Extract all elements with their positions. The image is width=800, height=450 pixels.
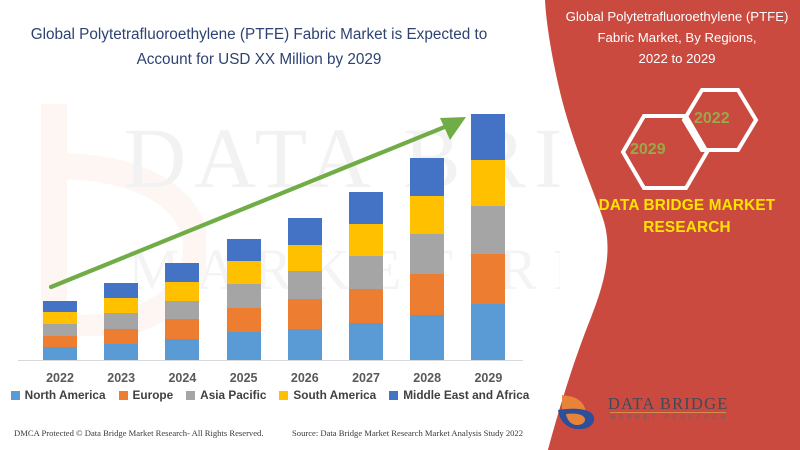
chart-bar-segment xyxy=(43,323,77,336)
chart-bar-segment xyxy=(165,281,200,301)
chart-legend: North America Europe Asia Pacific South Ame… xyxy=(0,388,540,402)
chart-bar-segment xyxy=(471,206,506,254)
chart-x-label: 2022 xyxy=(46,371,74,385)
legend-label: Asia Pacific xyxy=(200,388,267,402)
chart-bar xyxy=(471,114,506,360)
dbmr-logo-icon xyxy=(558,395,595,430)
trend-arrow-icon xyxy=(48,117,466,290)
footer-copyright: DMCA Protected © Data Bridge Market Rese… xyxy=(14,428,264,438)
dbmr-logo-subtext: MARKET RESEARCH xyxy=(610,414,729,421)
chart-bar xyxy=(410,158,445,360)
chart-bar-segment xyxy=(349,192,383,224)
legend-label: North America xyxy=(24,388,106,402)
chart-bar-segment xyxy=(410,195,445,235)
chart-bar-segment xyxy=(104,283,139,299)
page-title-line-1: Global Polytetrafluoroethylene (PTFE) Fa… xyxy=(30,26,488,43)
chart-bar-segment xyxy=(287,244,322,272)
chart-bar-segment xyxy=(410,314,445,360)
chart-x-label: 2027 xyxy=(352,371,380,385)
chart-bar-segment xyxy=(349,256,383,289)
chart-bar-segment xyxy=(471,159,506,207)
hexagon-badges: 2029 2022 xyxy=(596,86,800,196)
chart-x-label: 2025 xyxy=(229,371,258,385)
stacked-bar-chart: 2022 2023 2024 2025 2026 2027 2028 2029 xyxy=(0,95,540,385)
legend-swatch-icon xyxy=(186,390,196,400)
chart-bar-segment xyxy=(471,253,506,305)
chart-bar-segment xyxy=(104,313,139,329)
page-title-line-2: Account for USD XX Million by 2029 xyxy=(136,51,382,68)
legend-swatch-icon xyxy=(279,390,289,400)
chart-x-label: 2024 xyxy=(168,371,197,385)
chart-bar-segment xyxy=(349,322,383,360)
dbmr-logo-divider xyxy=(610,412,726,413)
dbmr-logo: DATA BRIDGE MARKET RESEARCH xyxy=(556,392,736,436)
footer-source: Source: Data Bridge Market Research Mark… xyxy=(292,428,524,438)
chart-bar-segment xyxy=(165,300,200,320)
chart-bar xyxy=(287,217,322,360)
right-panel-title-line-3: 2022 to 2029 xyxy=(638,51,716,66)
legend-item[interactable]: North America xyxy=(10,388,106,402)
chart-bar-segment xyxy=(287,217,322,245)
legend-swatch-icon xyxy=(389,390,399,400)
chart-bar-segment xyxy=(410,234,445,274)
brand-name: DATA BRIDGE MARKET RESEARCH xyxy=(578,195,796,239)
footer: DMCA Protected © Data Bridge Market Rese… xyxy=(0,428,560,448)
chart-bar xyxy=(165,263,200,360)
chart-bar-segment xyxy=(287,271,322,300)
chart-bar-segment xyxy=(471,304,506,360)
legend-item[interactable]: Middle East and Africa xyxy=(389,388,529,402)
hexagon-2022-shape xyxy=(681,88,759,152)
legend-item[interactable]: South America xyxy=(279,388,376,402)
page-title: Global Polytetrafluoroethylene (PTFE) Fa… xyxy=(14,22,504,72)
hexagon-2022-label: 2022 xyxy=(694,110,730,127)
legend-label: South America xyxy=(293,388,377,402)
chart-x-label: 2028 xyxy=(413,371,442,385)
chart-bar-segment xyxy=(104,298,139,314)
brand-name-line-2: RESEARCH xyxy=(643,219,731,236)
legend-swatch-icon xyxy=(118,390,128,400)
legend-item[interactable]: Asia Pacific xyxy=(186,388,266,402)
chart-x-label: 2023 xyxy=(107,371,136,385)
chart-bar xyxy=(226,238,261,360)
hexagon-2029-label: 2029 xyxy=(630,141,666,158)
chart-bar-segment xyxy=(410,273,445,315)
legend-swatch-icon xyxy=(10,390,20,400)
chart-bar xyxy=(43,300,77,360)
chart-x-label: 2029 xyxy=(474,371,503,385)
chart-bar-segment xyxy=(226,238,261,261)
chart-bar-segment xyxy=(349,288,383,323)
chart-bar-segment xyxy=(287,299,322,329)
brand-name-line-1: DATA BRIDGE MARKET xyxy=(598,197,776,214)
chart-baseline xyxy=(18,360,523,361)
legend-label: Europe xyxy=(132,388,174,402)
hexagon-2029-shape xyxy=(620,114,710,190)
right-panel-title-line-1: Global Polytetrafluoroethylene (PTFE) xyxy=(565,9,789,24)
chart-bar-segment xyxy=(43,312,77,324)
chart-bar-segment xyxy=(226,307,261,333)
chart-bar-segment xyxy=(226,332,261,360)
chart-bar-segment xyxy=(43,335,77,348)
chart-bar-segment xyxy=(349,223,383,257)
chart-bar-segment xyxy=(43,300,77,313)
chart-bar-segment xyxy=(471,114,506,160)
chart-bar-segment xyxy=(104,343,139,360)
chart-bar xyxy=(104,283,139,360)
chart-bar-segment xyxy=(165,263,200,282)
right-panel-title: Global Polytetrafluoroethylene (PTFE) Fa… xyxy=(556,6,798,69)
chart-bar-segment xyxy=(287,328,322,360)
dbmr-logo-text: DATA BRIDGE xyxy=(608,394,729,413)
chart-x-label: 2026 xyxy=(290,371,319,385)
chart-bar-segment xyxy=(226,260,261,285)
legend-label: Middle East and Africa xyxy=(403,388,530,402)
right-panel-title-line-2: Fabric Market, By Regions, xyxy=(597,30,757,45)
chart-bar-segment xyxy=(226,284,261,308)
chart-bar-segment xyxy=(43,347,77,360)
chart-bar xyxy=(349,192,383,360)
chart-bar-segment xyxy=(104,328,139,344)
legend-item[interactable]: Europe xyxy=(118,388,174,402)
chart-bar-segment xyxy=(165,339,200,360)
chart-bar-segment xyxy=(165,319,200,340)
chart-bar-segment xyxy=(410,158,445,196)
